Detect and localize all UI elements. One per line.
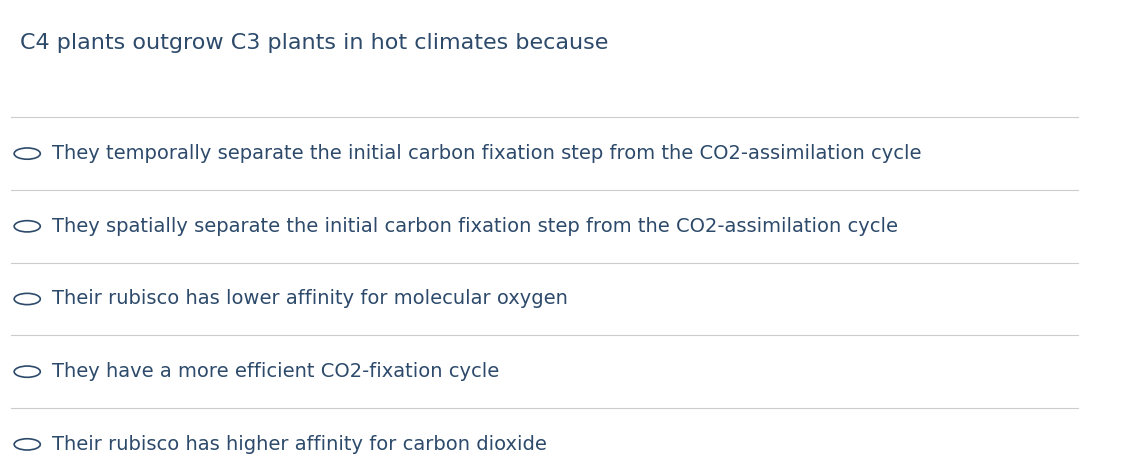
Text: They have a more efficient CO2-fixation cycle: They have a more efficient CO2-fixation … [52,362,499,381]
Text: C4 plants outgrow C3 plants in hot climates because: C4 plants outgrow C3 plants in hot clima… [19,33,607,53]
Text: Their rubisco has higher affinity for carbon dioxide: Their rubisco has higher affinity for ca… [52,435,547,454]
Text: They spatially separate the initial carbon fixation step from the CO2-assimilati: They spatially separate the initial carb… [52,217,898,236]
Text: They temporally separate the initial carbon fixation step from the CO2-assimilat: They temporally separate the initial car… [52,144,922,163]
Text: Their rubisco has lower affinity for molecular oxygen: Their rubisco has lower affinity for mol… [52,289,568,309]
